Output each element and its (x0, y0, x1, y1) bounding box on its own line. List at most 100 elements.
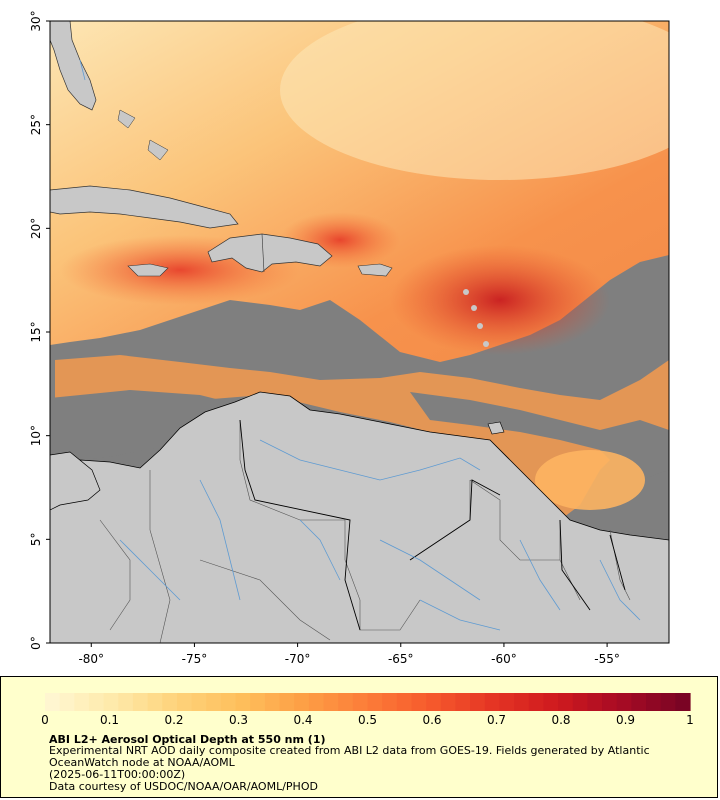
colorbar-segment (484, 693, 501, 711)
colorbar-segment (338, 693, 354, 711)
land-antilles-2 (471, 305, 477, 311)
colorbar-tick-label: 0 (41, 713, 49, 727)
colorbar-segment (660, 693, 676, 711)
colorbar-segment (103, 693, 119, 711)
no-data-gap-2 (410, 392, 669, 480)
y-tick-label: 0° (29, 636, 43, 650)
land-florida (50, 21, 97, 111)
y-tick-label: 30° (29, 10, 43, 31)
y-tick-label: 25° (29, 114, 43, 135)
aod-haze-north (280, 21, 669, 180)
caption-credit: Data courtesy of USDOC/NOAA/OAR/AOML/PHO… (49, 780, 318, 793)
x-tick-label: -80° (78, 652, 104, 666)
colorbar-segment (382, 693, 398, 711)
colorbar-segment (426, 693, 442, 711)
colorbar-tick-label: 0.6 (422, 713, 442, 727)
colorbar-segment (470, 693, 486, 711)
x-axis: -80° -75° -70° -65° -60° -55° (78, 643, 620, 666)
land-cuba (50, 185, 239, 229)
colorbar-segment (147, 693, 163, 711)
border-haiti-dr (261, 233, 265, 273)
land-trinidad (487, 421, 505, 435)
x-tick-label: -55° (594, 652, 620, 666)
colorbar-segment (74, 693, 90, 711)
colorbar-segment (206, 693, 222, 711)
land-hispaniola (207, 233, 333, 273)
map-panel: -80° -75° -70° -65° -60° -55° 0° 5° 10° 15° 20° 25… (29, 10, 670, 666)
legend-panel: 0 0.1 0.2 0.3 0.4 0.5 0.6 0.7 0.8 0.9 1 ABI L2+ Ae… (0, 676, 718, 798)
y-tick-label: 10° (29, 425, 43, 446)
aod-plume-south (535, 450, 645, 510)
y-tick-label: 5° (29, 533, 43, 547)
colorbar-tick-label: 0.3 (228, 713, 249, 727)
land-central-america (50, 451, 101, 511)
national-borders-bold (239, 419, 626, 631)
y-axis: 0° 5° 10° 15° 20° 25° 30° (29, 10, 50, 650)
colorbar (45, 693, 691, 711)
colorbar-segment (88, 693, 105, 711)
colorbar-segment (132, 693, 149, 711)
colorbar-segment (455, 693, 471, 711)
colorbar-segment (323, 693, 339, 711)
caption-timestamp: (2025-06-11T00:00:00Z) (49, 768, 186, 781)
colorbar-segment (45, 693, 61, 711)
colorbar-segment (191, 693, 207, 711)
colorbar-segment (631, 693, 647, 711)
colorbar-segment (264, 693, 281, 711)
colorbar-segment (543, 693, 559, 711)
y-tick-label: 15° (29, 321, 43, 342)
colorbar-segment (176, 693, 193, 711)
colorbar-segment (308, 693, 325, 711)
colorbar-segment (440, 693, 457, 711)
aerosol-map: -80° -75° -70° -65° -60° -55° 0° 5° 10° 15° 20° 25… (29, 10, 670, 666)
land-bahamas-2 (147, 139, 169, 161)
caption-title: ABI L2+ Aerosol Optical Depth at 550 nm … (49, 733, 326, 746)
colorbar-segment (220, 693, 237, 711)
x-tick-label: -65° (388, 652, 414, 666)
colorbar-segment (675, 693, 691, 711)
colorbar-segment (396, 693, 413, 711)
colorbar-tick-label: 0.8 (551, 713, 571, 727)
colorbar-segment (162, 693, 178, 711)
land-bahamas-1 (117, 109, 136, 129)
aod-plume-core (390, 245, 610, 355)
colorbar-segment (411, 693, 427, 711)
colorbar-tick-label: 1 (686, 713, 694, 727)
y-tick-label: 20° (29, 218, 43, 239)
colorbar-tick-label: 0.1 (99, 713, 120, 727)
colorbar-segment (499, 693, 515, 711)
colorbar-segment (646, 693, 662, 711)
colorbar-segment (279, 693, 295, 711)
colorbar-segment (587, 693, 603, 711)
land-antilles-3 (477, 323, 483, 329)
x-tick-label: -60° (491, 652, 517, 666)
colorbar-segment (558, 693, 574, 711)
land-antilles-4 (483, 341, 489, 347)
colorbar-segment (59, 693, 75, 711)
land-south-america (50, 391, 669, 643)
no-data-gap-1 (50, 390, 240, 465)
colorbar-segment (294, 693, 310, 711)
colorbar-segment (367, 693, 383, 711)
colorbar-segment (616, 693, 632, 711)
colorbar-segment (572, 693, 588, 711)
colorbar-tick-label: 0.5 (357, 713, 378, 727)
land-jamaica (127, 263, 169, 277)
x-tick-label: -75° (182, 652, 208, 666)
colorbar-tick-label: 0.7 (486, 713, 507, 727)
land-antilles-1 (463, 289, 469, 295)
colorbar-segment (602, 693, 618, 711)
colorbar-tick-label: 0.2 (164, 713, 184, 727)
land-puerto-rico (357, 263, 393, 277)
colorbar-tick-label: 0.9 (615, 713, 636, 727)
colorbar-segment (528, 693, 545, 711)
colorbar-segment (250, 693, 266, 711)
colorbar-segment (235, 693, 251, 711)
colorbar-segment (118, 693, 134, 711)
caption-description-line1: Experimental NRT AOD daily composite cre… (49, 744, 650, 757)
rivers (79, 59, 641, 631)
caption-description-line2: OceanWatch node at NOAA/AOML (49, 756, 235, 769)
colorbar-tick-label: 0.4 (293, 713, 313, 727)
colorbar-segment (352, 693, 369, 711)
colorbar-segment (514, 693, 530, 711)
